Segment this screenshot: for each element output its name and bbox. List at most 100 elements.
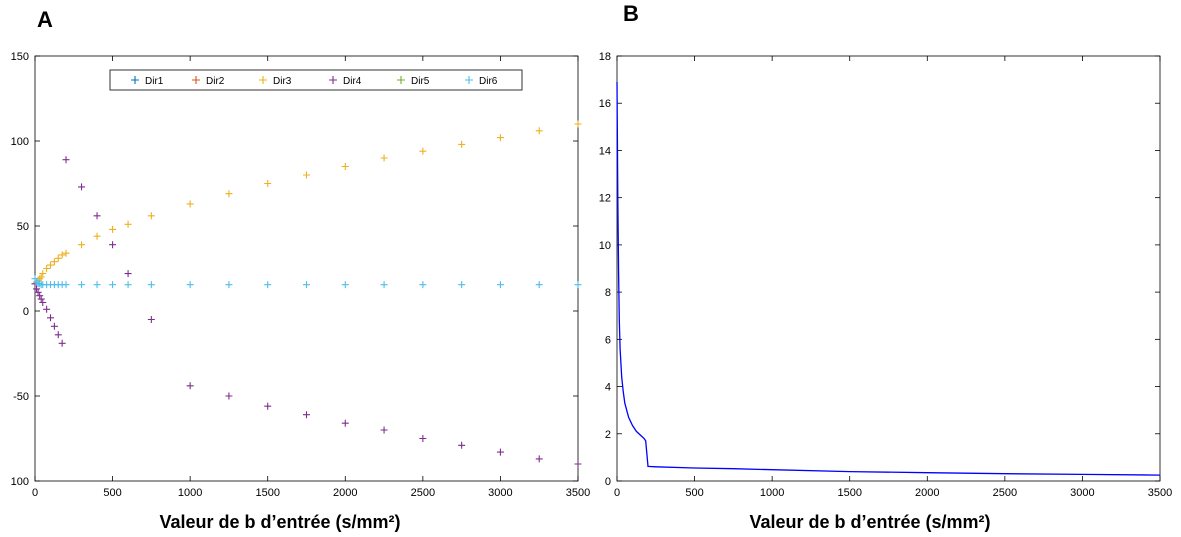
point-dir4 — [58, 339, 66, 347]
legend-label-dir2: Dir2 — [206, 76, 225, 87]
legend-marker-dir2 — [192, 76, 200, 84]
point-dir4 — [303, 411, 310, 419]
legend-marker-dir1 — [131, 76, 139, 84]
x-tick-label: 2000 — [333, 487, 357, 499]
chart-a-frame — [34, 55, 579, 482]
legend-marker-dir6 — [465, 76, 473, 84]
x-tick-label: 2000 — [915, 487, 939, 499]
y-tick-label: 18 — [599, 51, 611, 63]
y-tick-label: 0 — [23, 306, 29, 318]
point-dir4 — [225, 392, 233, 400]
point-dir4 — [419, 435, 427, 442]
chart-a: 0 500 1000 1500 2000 2500 3000 3500 100 -50 0 50 100… — [11, 51, 591, 532]
point-dir3 — [458, 140, 466, 148]
x-tick-label: 1500 — [837, 487, 861, 499]
panel-a-letter: A — [37, 7, 53, 32]
point-dir6 — [124, 281, 132, 289]
y-tick-label: 4 — [605, 382, 611, 394]
y-tick-label: 16 — [599, 98, 611, 110]
point-dir3 — [574, 120, 582, 128]
x-tick-label: 1500 — [255, 487, 279, 499]
point-dir4 — [62, 156, 70, 164]
x-tick-label: 3500 — [1148, 487, 1172, 499]
chart-a-legend: Dir1 Dir2 Dir3 Dir4 Dir5 Dir6 — [109, 69, 523, 91]
legend-label-dir5: Dir5 — [411, 76, 430, 87]
x-tick-label: 1000 — [178, 487, 202, 499]
y-tick-label: 14 — [599, 145, 611, 157]
point-dir3 — [124, 220, 132, 228]
point-dir4 — [341, 419, 349, 427]
point-dir3 — [535, 127, 543, 135]
point-dir4 — [78, 183, 86, 191]
point-dir4 — [34, 288, 42, 296]
point-dir4 — [36, 292, 44, 300]
point-dir4 — [93, 212, 101, 220]
point-dir3 — [78, 241, 86, 249]
x-tick-label: 0 — [32, 487, 38, 499]
y-tick-label: 8 — [605, 287, 611, 299]
point-dir6 — [225, 281, 233, 289]
point-dir3 — [39, 270, 47, 278]
point-dir6 — [380, 281, 388, 289]
point-dir3 — [62, 249, 70, 257]
point-dir3 — [43, 265, 51, 272]
point-dir6 — [62, 281, 70, 289]
legend-box — [109, 69, 523, 91]
x-tick-label: 2500 — [411, 487, 435, 499]
chart-a-xlabel: Valeur de b d’entrée (s/mm²) — [159, 512, 400, 532]
point-dir6 — [264, 281, 272, 289]
point-dir6 — [31, 275, 39, 283]
point-dir3 — [50, 258, 58, 266]
point-dir6 — [93, 281, 101, 289]
y-tick-label: 0 — [605, 476, 611, 488]
point-dir3 — [37, 273, 45, 281]
point-dir3 — [225, 190, 233, 198]
point-dir3 — [147, 212, 155, 220]
y-tick-label: 100 — [11, 476, 29, 488]
point-dir6 — [574, 281, 582, 289]
x-tick-label: 3000 — [488, 487, 512, 499]
point-dir6 — [33, 278, 41, 286]
point-dir4 — [50, 322, 58, 330]
point-dir4 — [33, 285, 41, 293]
point-dir6 — [458, 281, 466, 289]
chart-b-frame — [616, 55, 1161, 482]
x-tick-label: 3000 — [1070, 487, 1094, 499]
point-dir6 — [419, 281, 427, 289]
point-dir4 — [54, 331, 62, 339]
point-dir6 — [496, 281, 504, 289]
legend-label-dir1: Dir1 — [145, 76, 164, 87]
point-dir3 — [47, 261, 55, 269]
point-dir3 — [419, 147, 427, 155]
point-dir3 — [264, 180, 272, 187]
point-dir4 — [147, 316, 155, 323]
point-dir4 — [535, 455, 543, 463]
point-dir4 — [109, 241, 117, 249]
point-dir3 — [303, 171, 310, 179]
point-dir3 — [109, 225, 117, 233]
point-dir4 — [39, 299, 47, 306]
legend-label-dir4: Dir4 — [343, 76, 362, 87]
legend-marker-dir4 — [329, 76, 337, 84]
point-dir4 — [458, 441, 466, 449]
point-dir6 — [535, 281, 543, 289]
point-dir4 — [186, 382, 194, 390]
x-tick-label: 1000 — [760, 487, 784, 499]
point-dir4 — [43, 305, 51, 313]
x-tick-label: 3500 — [566, 487, 590, 499]
chart-b-series-line — [616, 81, 1161, 476]
y-tick-label: 6 — [605, 334, 611, 346]
point-dir6 — [109, 281, 117, 289]
point-dir6 — [78, 281, 86, 289]
point-dir6 — [36, 280, 44, 288]
point-dir3 — [341, 163, 349, 170]
point-dir4 — [264, 402, 272, 410]
point-dir6 — [147, 281, 155, 289]
point-dir4 — [496, 448, 504, 456]
y-tick-label: 2 — [605, 429, 611, 441]
x-tick-label: 500 — [685, 487, 703, 499]
panel-b-letter: B — [623, 1, 639, 26]
point-dir3 — [186, 200, 194, 208]
y-tick-label: 100 — [11, 136, 29, 148]
